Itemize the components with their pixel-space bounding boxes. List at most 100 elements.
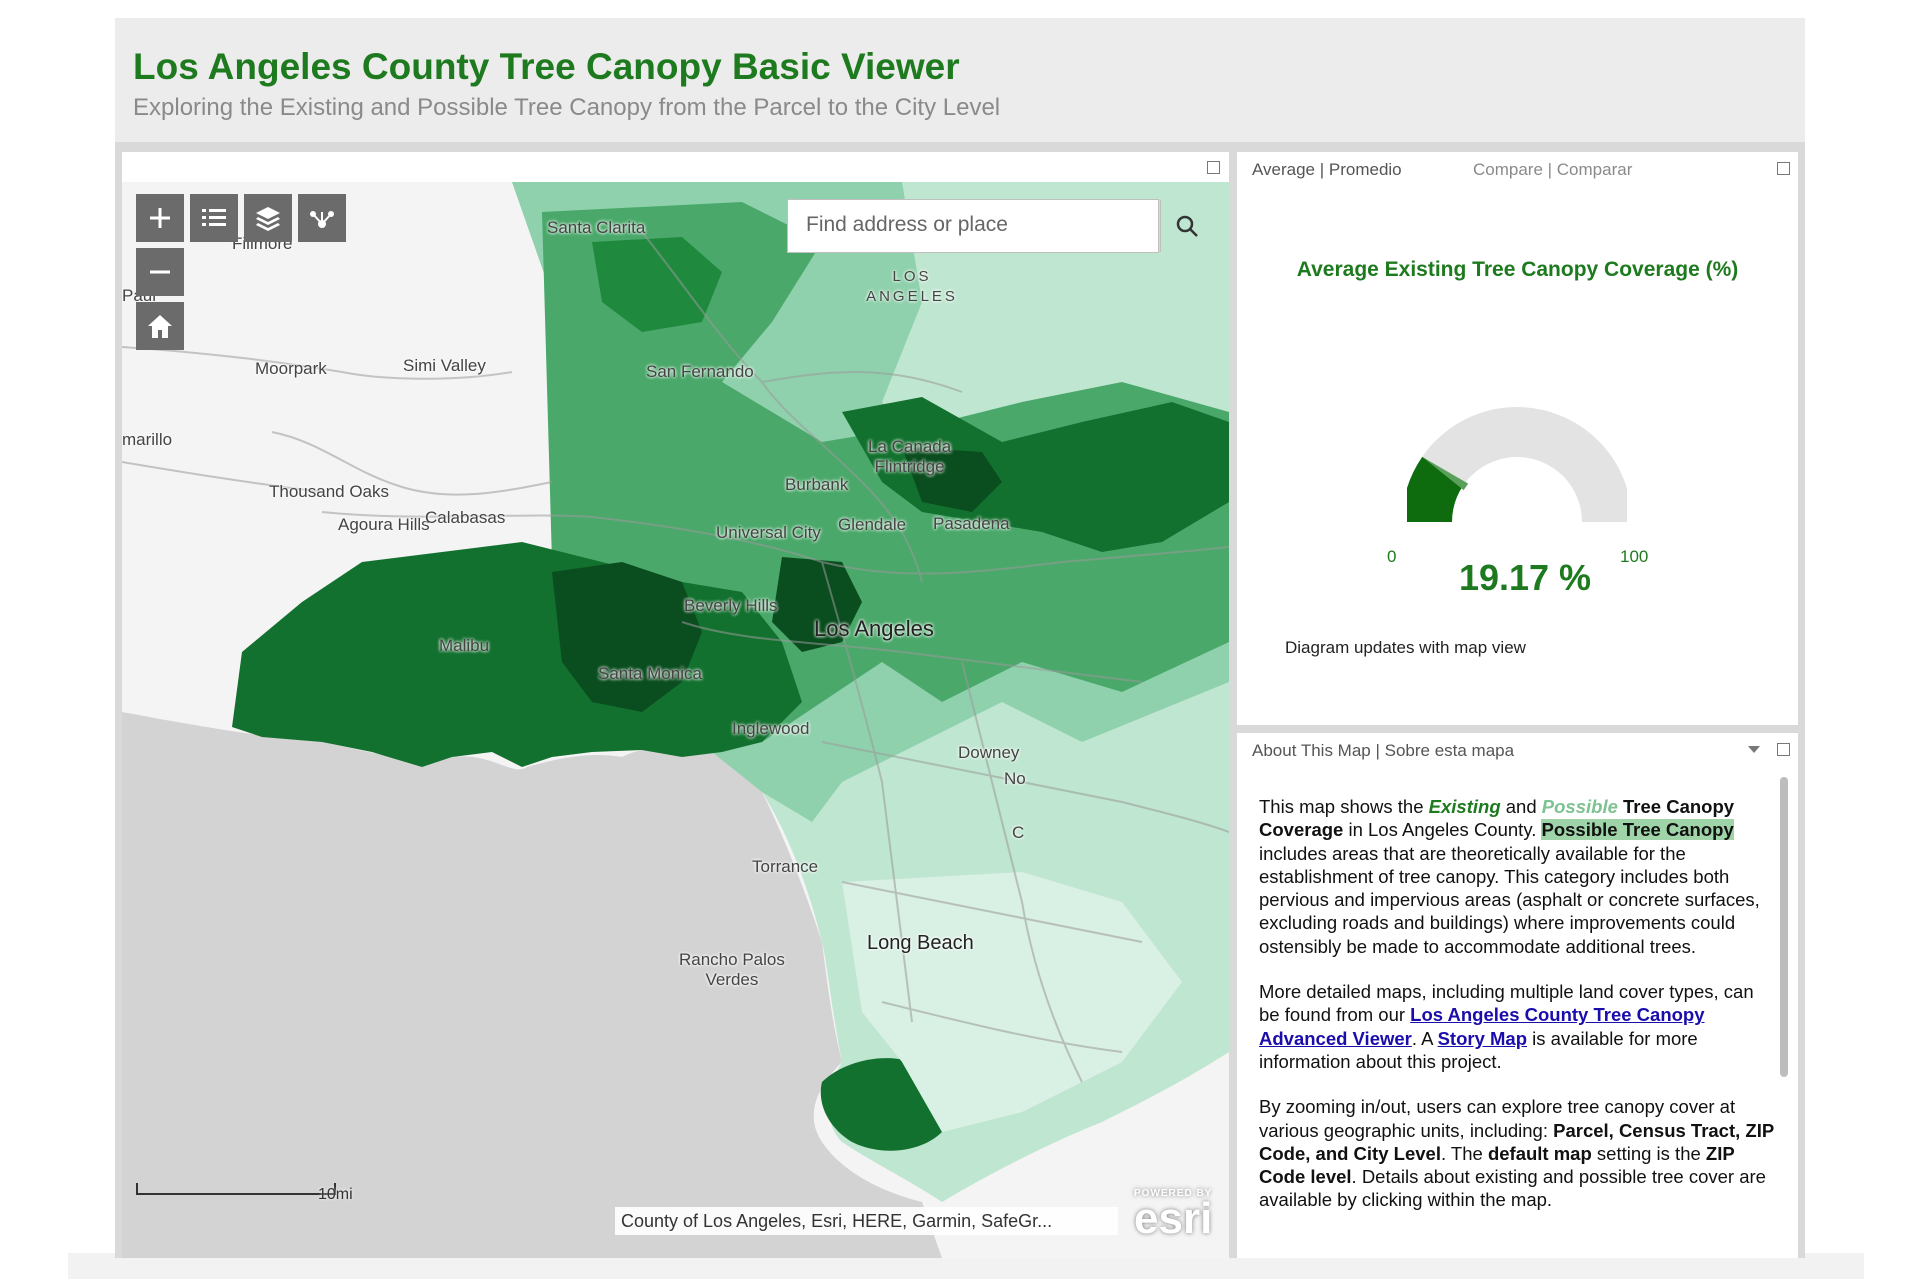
about-text: This map shows the Existing and Possible… (1259, 795, 1774, 1234)
place-label-line: ANGELES (866, 288, 958, 305)
place-label: Torrance (752, 857, 819, 876)
home-button[interactable] (136, 302, 184, 350)
place-label: Long Beach (867, 932, 974, 954)
scrollbar-thumb[interactable] (1780, 777, 1788, 1077)
map-panel-titlebar (122, 152, 1229, 182)
gauge-tabs: Average | Promedio Compare | Comparar (1237, 152, 1798, 186)
search-button[interactable] (1160, 200, 1213, 252)
maximize-icon[interactable] (1777, 162, 1790, 175)
page-subtitle: Exploring the Existing and Possible Tree… (133, 94, 1001, 121)
about-panel: About This Map | Sobre esta mapa This ma… (1237, 733, 1798, 1258)
text-span: is available for more information about … (1259, 1027, 1698, 1072)
canopy-darkest-core (552, 562, 702, 712)
esri-wordmark: esri (1134, 1194, 1213, 1243)
canopy-dark-north (592, 237, 722, 332)
place-label: Inglewood (732, 719, 810, 738)
place-label: Calabasas (425, 508, 506, 527)
app-frame: Los Angeles County Tree Canopy Basic Vie… (115, 18, 1805, 1258)
place-label: Downey (958, 743, 1020, 762)
text-span: By zooming in/out, users can explore tre… (1259, 1096, 1736, 1141)
about-paragraph-2: More detailed maps, including multiple l… (1259, 980, 1774, 1073)
text-span: in Los Angeles County. (1343, 819, 1542, 841)
place-label: Agoura Hills (338, 515, 430, 534)
home-icon (148, 315, 172, 338)
place-label: Santa Monica (598, 664, 702, 683)
text-span: This map shows the (1259, 796, 1429, 817)
tab-compare[interactable]: Compare | Comparar (1473, 160, 1633, 179)
gauge-panel: Average | Promedio Compare | Comparar Av… (1237, 152, 1798, 725)
maximize-icon[interactable] (1207, 161, 1220, 174)
scale-label: 10mi (318, 1186, 353, 1203)
list-icon (202, 209, 226, 226)
gauge-note: Diagram updates with map view (1285, 638, 1526, 657)
layers-icon (256, 207, 280, 231)
attribution[interactable]: County of Los Angeles, Esri, HERE, Garmi… (615, 1207, 1118, 1235)
place-label-line: Flintridge (874, 457, 945, 476)
story-map-link[interactable]: Story Map (1437, 1027, 1528, 1049)
tab-average[interactable]: Average | Promedio (1252, 160, 1402, 179)
scale-bar (136, 1183, 336, 1195)
chevron-down-icon[interactable] (1747, 745, 1761, 755)
text-span: Tree Canopy Coverage (1259, 796, 1735, 841)
place-label: marillo (122, 430, 173, 449)
place-label: Simi Valley (403, 356, 486, 375)
text-span: . The (1440, 1142, 1488, 1164)
gauge-needle (1422, 456, 1469, 491)
place-label-line: La Canada (868, 437, 952, 456)
place-label: Moorpark (255, 359, 327, 378)
esri-logo[interactable]: POWERED BY esri (1134, 1188, 1213, 1243)
text-span: default map (1487, 1142, 1592, 1164)
text-span: Parcel, Census Tract, ZIP Code, and City… (1259, 1119, 1774, 1164)
place-label: Thousand Oaks (269, 482, 390, 501)
place-label: Burbank (785, 475, 849, 494)
map-panel: Santa Clarita Fillmore Paul LOS ANGELES … (122, 152, 1229, 1258)
about-scrollbar[interactable] (1780, 777, 1788, 1247)
place-label: C (1012, 823, 1025, 842)
legend-button[interactable] (190, 194, 238, 242)
text-span: and (1500, 796, 1542, 817)
about-paragraph-1: This map shows the Existing and Possible… (1259, 795, 1774, 958)
plus-icon (150, 208, 170, 228)
highlighted-term: Possible Tree Canopy (1541, 819, 1734, 841)
place-label-line: Verdes (705, 970, 759, 989)
canopy-darkest-east (772, 557, 862, 652)
gauge-title: Average Existing Tree Canopy Coverage (%… (1296, 258, 1739, 281)
share-button[interactable] (298, 194, 346, 242)
minus-icon (150, 270, 170, 274)
place-label-line: LOS (892, 268, 932, 285)
place-label: La Canada Flintridge (868, 437, 951, 477)
zoom-out-button[interactable] (136, 248, 184, 296)
text-span: setting is the (1591, 1142, 1706, 1164)
canopy-darkest-flintridge (902, 447, 1002, 512)
layers-button[interactable] (244, 194, 292, 242)
place-label: Santa Clarita (547, 218, 646, 237)
app-header: Los Angeles County Tree Canopy Basic Vie… (115, 18, 1805, 142)
text-span: ZIP Code level (1259, 1142, 1735, 1188)
text-span: . Details about existing and possible tr… (1259, 1166, 1766, 1211)
place-label: Beverly Hills (684, 596, 778, 615)
place-label: No (1004, 769, 1026, 788)
place-label: Rancho Palos Verdes (679, 950, 785, 990)
place-label-line: Rancho Palos (679, 950, 785, 969)
gauge-value: 19.17 % (1458, 557, 1592, 598)
text-span: includes areas that are theoretically av… (1259, 842, 1760, 957)
place-label: Los Angeles (814, 616, 934, 641)
existing-term: Existing (1428, 796, 1501, 817)
place-label: San Fernando (646, 362, 754, 381)
gauge-chart (1407, 407, 1627, 524)
place-label: Malibu (439, 636, 490, 655)
about-panel-title: About This Map | Sobre esta mapa (1252, 741, 1515, 760)
zoom-in-button[interactable] (136, 194, 184, 242)
ocean (122, 712, 942, 1258)
text-span: More detailed maps, including multiple l… (1259, 981, 1754, 1026)
place-label: Pasadena (933, 514, 1010, 533)
place-label: LOS ANGELES (857, 267, 967, 307)
search-icon (1176, 215, 1198, 237)
map-view[interactable]: Santa Clarita Fillmore Paul LOS ANGELES … (122, 182, 1229, 1258)
map-canvas[interactable] (122, 182, 1229, 1258)
advanced-viewer-link[interactable]: Los Angeles County Tree Canopy Advanced … (1259, 1004, 1705, 1049)
maximize-icon[interactable] (1777, 743, 1790, 756)
about-titlebar: About This Map | Sobre esta mapa (1237, 733, 1798, 767)
search-input[interactable] (788, 200, 1166, 250)
search-box (787, 199, 1198, 253)
